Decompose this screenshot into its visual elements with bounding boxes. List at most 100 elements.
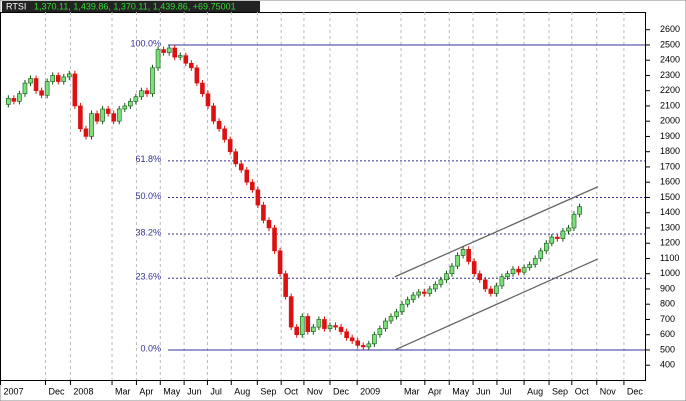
x-tick-label: Oct bbox=[575, 386, 590, 396]
candle-body bbox=[216, 120, 222, 130]
candle-body bbox=[272, 227, 277, 252]
candle-body bbox=[222, 128, 227, 140]
y-tick-label: 900 bbox=[660, 283, 675, 293]
candle-body bbox=[189, 62, 194, 69]
candle-body bbox=[89, 113, 94, 137]
candle-body bbox=[455, 255, 460, 267]
candle-body bbox=[183, 55, 189, 64]
y-tick-label: 1000 bbox=[660, 268, 680, 278]
candle-body bbox=[333, 325, 338, 328]
candle-body bbox=[105, 108, 111, 114]
candle-body bbox=[477, 273, 483, 281]
level-label: 23.6% bbox=[135, 272, 161, 282]
candle-body bbox=[416, 291, 422, 296]
y-tick-label: 2200 bbox=[660, 85, 680, 95]
candle-body bbox=[482, 279, 488, 290]
candle-body bbox=[566, 227, 571, 232]
candle-body bbox=[39, 90, 44, 96]
candle-body bbox=[349, 337, 355, 342]
candle-body bbox=[128, 101, 133, 107]
candle-body bbox=[316, 319, 322, 328]
x-tick-label: Jun bbox=[187, 386, 202, 396]
candle-body bbox=[166, 47, 172, 53]
candle-body bbox=[394, 311, 399, 317]
y-tick-label: 1600 bbox=[660, 177, 680, 187]
candle-body bbox=[488, 288, 494, 294]
candle-body bbox=[277, 250, 283, 275]
x-tick-label: Jul bbox=[210, 386, 222, 396]
trend-line bbox=[394, 186, 599, 278]
candle-body bbox=[133, 96, 139, 102]
candle-body bbox=[266, 220, 272, 229]
candle-body bbox=[250, 181, 255, 191]
x-tick-label: 2007 bbox=[4, 386, 24, 396]
candle-body bbox=[200, 82, 205, 95]
candle-body bbox=[305, 316, 311, 332]
x-tick-label: Dec bbox=[48, 386, 65, 396]
x-tick-label: Nov bbox=[307, 386, 324, 396]
x-tick-label: 2008 bbox=[73, 386, 93, 396]
candle-body bbox=[421, 291, 427, 294]
y-tick-label: 1500 bbox=[660, 192, 680, 202]
y-tick-label: 1900 bbox=[660, 131, 680, 141]
candle-body bbox=[538, 250, 544, 259]
candle-body bbox=[44, 81, 50, 96]
candle-body bbox=[238, 163, 244, 171]
candle-body bbox=[577, 206, 582, 215]
y-tick-label: 1800 bbox=[660, 146, 680, 156]
plot-frame bbox=[0, 12, 646, 381]
y-tick-label: 700 bbox=[660, 314, 675, 324]
x-tick-label: Aug bbox=[234, 386, 250, 396]
candle-body bbox=[261, 204, 266, 221]
x-tick-label: May bbox=[163, 386, 181, 396]
x-tick-label: 2009 bbox=[360, 386, 380, 396]
candle-body bbox=[283, 273, 288, 297]
level-label: 38.2% bbox=[135, 227, 161, 237]
chart-subtitle: 1,370.11, 1,439.86, 1,370.11, 1,439.86, … bbox=[34, 1, 236, 11]
candle-body bbox=[521, 267, 527, 273]
candle-body bbox=[494, 285, 499, 294]
candle-body bbox=[116, 108, 122, 122]
candle-body bbox=[399, 303, 405, 313]
candle-body bbox=[72, 73, 78, 107]
level-label: 61.8% bbox=[135, 154, 161, 164]
candle-body bbox=[510, 268, 516, 275]
y-tick-label: 2400 bbox=[660, 55, 680, 65]
candle-body bbox=[444, 273, 449, 281]
candle-body bbox=[161, 49, 166, 53]
candle-body bbox=[355, 340, 361, 346]
candle-body bbox=[571, 213, 577, 229]
x-tick-label: Oct bbox=[284, 386, 299, 396]
candle-body bbox=[172, 47, 177, 58]
level-label: 100.0% bbox=[130, 38, 161, 48]
y-tick-label: 2000 bbox=[660, 116, 680, 126]
candle-body bbox=[100, 108, 105, 122]
candle-body bbox=[555, 236, 560, 239]
candle-body bbox=[405, 299, 410, 305]
candle-body bbox=[144, 90, 150, 95]
candle-body bbox=[516, 268, 521, 273]
level-label: 0.0% bbox=[140, 343, 161, 353]
x-tick-label: Aug bbox=[527, 386, 543, 396]
y-tick-label: 2300 bbox=[660, 70, 680, 80]
candle-body bbox=[233, 151, 239, 165]
candle-body bbox=[383, 320, 388, 329]
candle-body bbox=[227, 139, 233, 152]
trend-line bbox=[394, 258, 599, 351]
candle-body bbox=[122, 105, 128, 110]
y-tick-label: 2500 bbox=[660, 39, 680, 49]
candle-body bbox=[372, 334, 377, 345]
x-tick-label: Jul bbox=[500, 386, 512, 396]
candle-body bbox=[366, 343, 372, 348]
candle-body bbox=[255, 189, 261, 206]
candle-body bbox=[543, 242, 549, 252]
candle-body bbox=[471, 261, 477, 275]
candle-body bbox=[433, 284, 438, 290]
candle-body bbox=[17, 93, 22, 102]
y-tick-label: 800 bbox=[660, 299, 675, 309]
candle-body bbox=[211, 105, 216, 122]
y-tick-label: 400 bbox=[660, 360, 675, 370]
title-box bbox=[2, 1, 260, 12]
